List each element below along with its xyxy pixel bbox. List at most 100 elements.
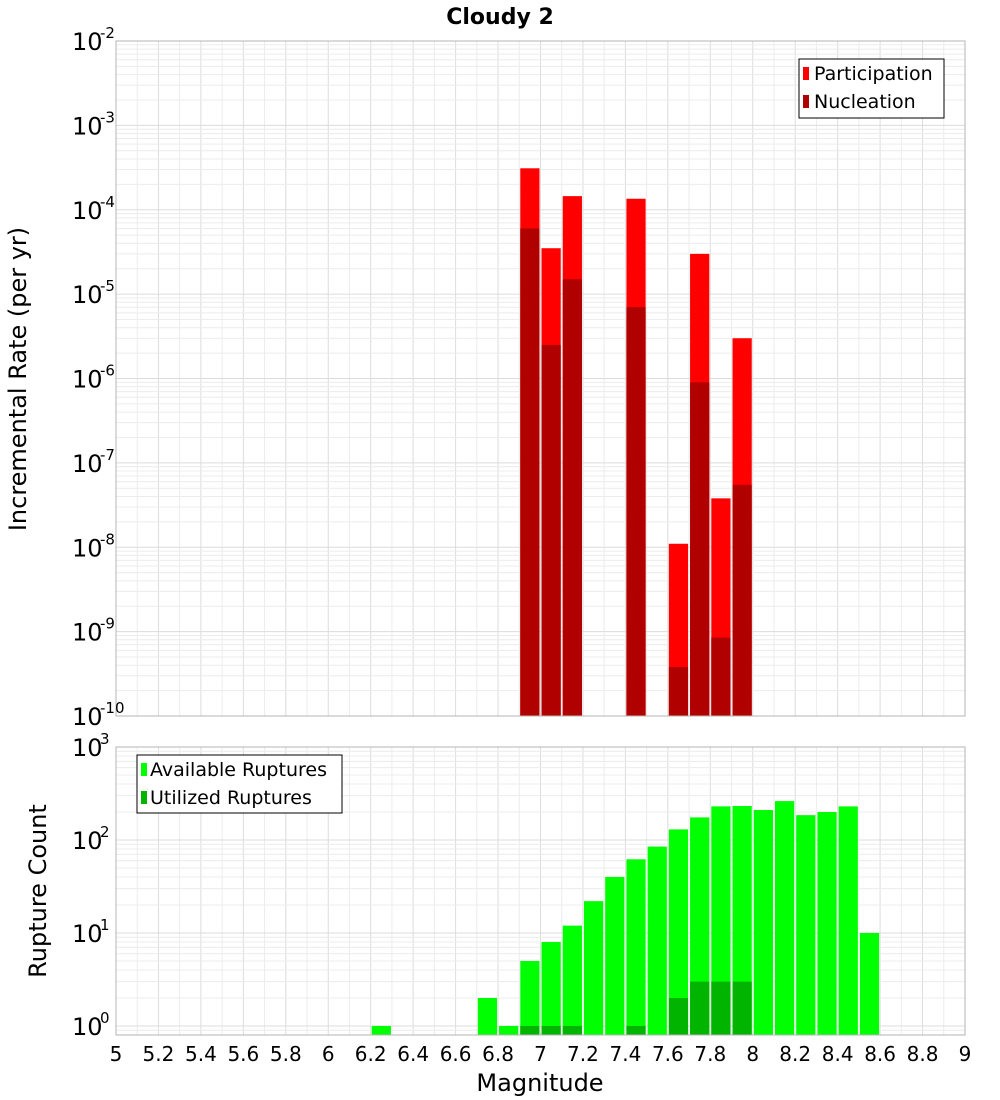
available-ruptures-bar <box>626 859 646 1035</box>
nucleation-bar <box>711 637 731 716</box>
legend-swatch-available <box>141 763 147 776</box>
utilized-ruptures-bar <box>626 1025 646 1035</box>
x-tick-label: 5.8 <box>270 1042 302 1066</box>
y-tick-label: 10 <box>72 920 103 948</box>
legend-label-available: Available Ruptures <box>150 759 327 781</box>
utilized-ruptures-bar <box>732 981 752 1035</box>
x-tick-label: 8.2 <box>779 1042 811 1066</box>
nucleation-bar <box>690 382 710 716</box>
nucleation-bar <box>626 307 646 716</box>
y-tick-exponent: -3 <box>100 108 115 126</box>
y-tick-label: 10 <box>72 281 103 309</box>
x-tick-label: 5 <box>110 1042 123 1066</box>
y-tick-exponent: -5 <box>100 277 115 295</box>
legend-label-participation: Participation <box>814 63 933 85</box>
bottom-y-axis-label: Rupture Count <box>24 804 52 978</box>
available-ruptures-bar <box>711 806 731 1035</box>
top-y-tick-labels: 10-210-310-410-510-610-710-810-910-10 <box>72 24 125 731</box>
y-tick-exponent: 2 <box>100 823 110 841</box>
x-tick-labels: 5 5.2 5.4 5.6 5.8 6 6.2 6.4 6.6 6.8 7 7.2 7.4 7.6 7.8 8… <box>110 1042 972 1066</box>
y-tick-exponent: -10 <box>100 699 125 717</box>
top-grid <box>116 41 965 716</box>
y-tick-exponent: -9 <box>100 615 115 633</box>
available-ruptures-bar <box>817 812 837 1035</box>
y-tick-label: 10 <box>72 1013 103 1041</box>
y-tick-exponent: 3 <box>100 730 110 748</box>
y-tick-label: 10 <box>72 734 103 762</box>
x-axis-label: Magnitude <box>476 1069 603 1097</box>
available-ruptures-bar <box>753 810 773 1035</box>
available-ruptures-bar <box>520 960 540 1035</box>
available-ruptures-bar <box>541 942 561 1035</box>
x-tick-label: 6.2 <box>355 1042 387 1066</box>
legend-label-utilized: Utilized Ruptures <box>150 787 312 809</box>
chart-title: Cloudy 2 <box>446 5 554 30</box>
available-ruptures-bar <box>605 877 625 1035</box>
y-tick-exponent: -7 <box>100 446 115 464</box>
y-tick-exponent: -2 <box>100 24 115 42</box>
available-ruptures-bar <box>838 806 858 1035</box>
bottom-legend-box <box>136 754 343 814</box>
x-tick-label: 8.6 <box>864 1042 896 1066</box>
y-tick-label: 10 <box>72 534 103 562</box>
bottom-bars <box>371 801 880 1035</box>
nucleation-bar <box>541 344 561 716</box>
top-bars <box>520 168 752 717</box>
available-ruptures-bar <box>371 1025 391 1035</box>
x-tick-label: 5.6 <box>227 1042 259 1066</box>
y-tick-label: 10 <box>72 112 103 140</box>
x-tick-label: 7.4 <box>609 1042 641 1066</box>
y-tick-exponent: -4 <box>100 193 115 211</box>
x-tick-label: 5.2 <box>143 1042 175 1066</box>
y-tick-label: 10 <box>72 827 103 855</box>
x-tick-label: 8 <box>746 1042 759 1066</box>
utilized-ruptures-bar <box>711 981 731 1035</box>
y-tick-label: 10 <box>72 366 103 394</box>
legend-swatch-utilized <box>141 791 147 804</box>
x-tick-label: 6.8 <box>482 1042 514 1066</box>
available-ruptures-bar <box>562 925 582 1035</box>
x-tick-label: 6 <box>322 1042 335 1066</box>
nucleation-bar <box>668 667 689 716</box>
y-tick-label: 10 <box>72 197 103 225</box>
x-tick-label: 9 <box>959 1042 972 1066</box>
available-ruptures-bar <box>583 901 604 1035</box>
y-tick-exponent: 0 <box>100 1009 110 1027</box>
utilized-ruptures-bar <box>520 1025 540 1035</box>
utilized-ruptures-bar <box>668 997 689 1035</box>
top-panel: 10-210-310-410-510-610-710-810-910-10 In… <box>4 24 966 731</box>
x-tick-label: 5.4 <box>185 1042 217 1066</box>
x-tick-label: 6.6 <box>440 1042 472 1066</box>
x-tick-label: 7.8 <box>694 1042 726 1066</box>
x-tick-label: 8.8 <box>907 1042 939 1066</box>
top-legend: Participation Nucleation <box>798 58 945 119</box>
top-plot-frame <box>115 40 966 717</box>
utilized-ruptures-bar <box>541 1025 561 1035</box>
legend-swatch-nucleation <box>803 95 809 108</box>
available-ruptures-bar <box>499 1025 519 1035</box>
available-ruptures-bar <box>477 997 498 1035</box>
legend-label-nucleation: Nucleation <box>814 91 916 113</box>
utilized-ruptures-bar <box>562 1025 582 1035</box>
x-tick-label: 7.6 <box>652 1042 684 1066</box>
nucleation-bar <box>732 484 752 716</box>
y-tick-label: 10 <box>72 28 103 56</box>
x-tick-label: 7 <box>534 1042 547 1066</box>
y-tick-label: 10 <box>72 450 103 478</box>
x-tick-label: 7.2 <box>567 1042 599 1066</box>
available-ruptures-bar <box>732 806 752 1035</box>
utilized-ruptures-bar <box>690 981 710 1035</box>
bottom-plot-frame <box>115 746 966 1036</box>
available-ruptures-bar <box>796 815 816 1035</box>
y-tick-label: 10 <box>72 703 103 731</box>
available-ruptures-bar <box>668 829 689 1035</box>
y-tick-exponent: 1 <box>100 916 110 934</box>
legend-swatch-participation <box>803 67 809 80</box>
nucleation-bar <box>562 279 582 716</box>
top-legend-box <box>798 58 945 119</box>
nucleation-bar <box>520 228 540 716</box>
y-tick-exponent: -8 <box>100 530 115 548</box>
x-tick-label: 6.4 <box>397 1042 429 1066</box>
